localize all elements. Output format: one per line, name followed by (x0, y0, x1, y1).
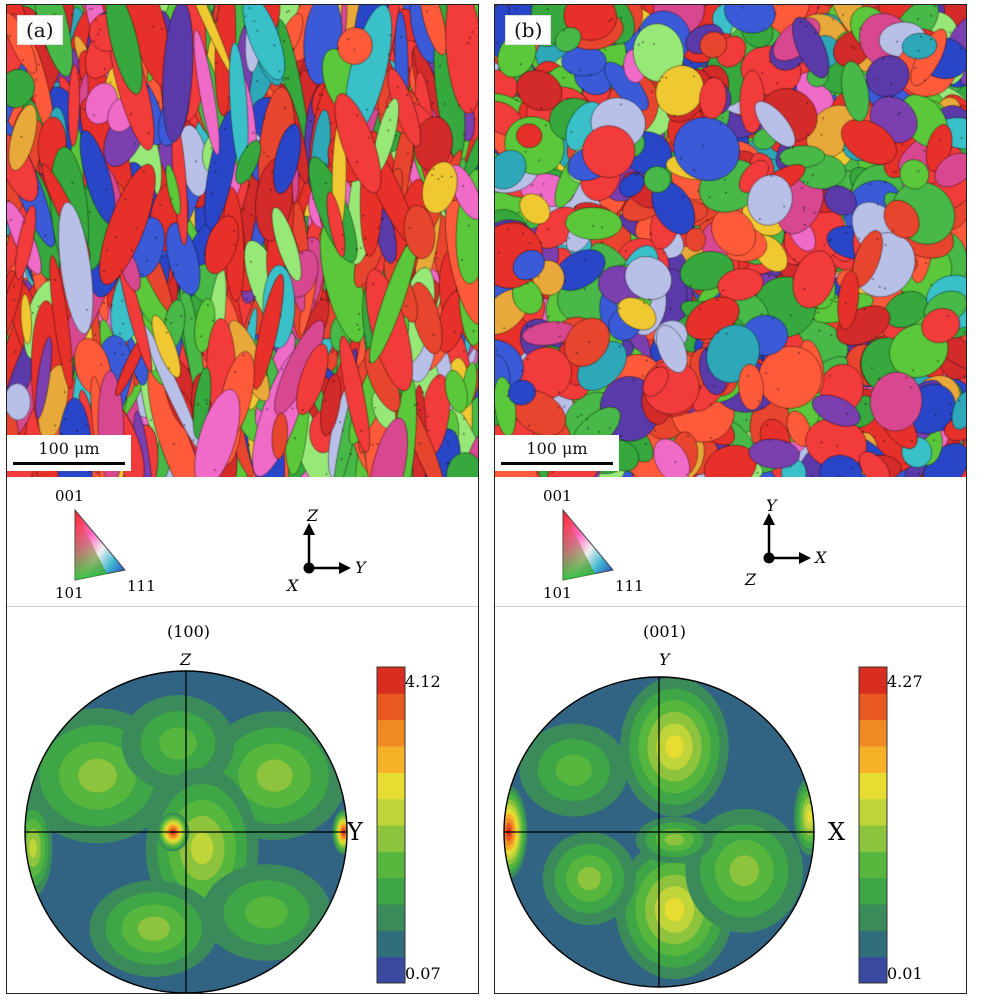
ipf-label-101-a: 101 (55, 584, 84, 602)
pole-contour-b (503, 676, 815, 988)
ipf-label-111-a: 111 (127, 577, 156, 595)
axes-glyph-b (763, 513, 811, 564)
pole-figure-a: (100) Z Y 4.12 0.07 (24, 622, 441, 993)
ipf-label-001-b: 001 (543, 487, 572, 505)
panel-a: (a) 100 μm 001 101 111 (6, 4, 479, 994)
pole-top-label-a: Z (179, 650, 192, 669)
scale-bar-line-a (13, 462, 125, 465)
pole-contour-a (24, 670, 348, 993)
scale-bar-b: 100 μm (495, 435, 619, 471)
axis-out-b: Z (744, 570, 757, 589)
scale-bar-label-b: 100 μm (526, 439, 588, 458)
divider-b (495, 606, 966, 607)
panel-label-a: (a) (17, 15, 63, 45)
ebsd-map-b (495, 5, 966, 477)
legend-a: 001 101 111 Z Y X (55, 487, 367, 602)
axis-up-b: Y (766, 496, 778, 515)
colorbar-b (858, 666, 888, 984)
pole-figure-b: (001) Y X 4.27 0.01 (503, 622, 923, 988)
axes-glyph-a (303, 523, 351, 574)
colorbar-max-b: 4.27 (887, 672, 923, 691)
colorbar-a (376, 666, 406, 984)
scale-bar-a: 100 μm (7, 435, 131, 471)
pole-title-a: (100) (167, 622, 210, 641)
colorbar-min-b: 0.01 (887, 964, 923, 983)
ipf-triangle-a (74, 508, 126, 581)
pole-top-label-b: Y (659, 650, 671, 669)
ipf-label-001-a: 001 (55, 487, 84, 505)
pole-title-b: (001) (643, 622, 686, 641)
colorbar-min-a: 0.07 (405, 964, 441, 983)
scale-bar-line-b (501, 462, 613, 465)
panel-b: (b) 100 μm 001 101 111 (494, 4, 967, 994)
colorbar-max-a: 4.12 (405, 672, 441, 691)
axis-right-b: X (813, 548, 827, 567)
scale-bar-label-a: 100 μm (38, 439, 100, 458)
ipf-triangle-b (562, 508, 614, 581)
axis-up-a: Z (306, 506, 319, 525)
ipf-label-111-b: 111 (615, 577, 644, 595)
panel-label-b: (b) (505, 15, 552, 45)
ipf-label-101-b: 101 (543, 584, 572, 602)
ebsd-map-a (7, 5, 478, 477)
pole-right-label-b: X (828, 818, 845, 846)
axis-right-a: Y (355, 558, 367, 577)
axis-out-a: X (285, 576, 299, 595)
divider-a (7, 606, 478, 607)
legend-b: 001 101 111 Y X Z (543, 487, 827, 602)
pole-right-label-a: Y (346, 818, 364, 846)
